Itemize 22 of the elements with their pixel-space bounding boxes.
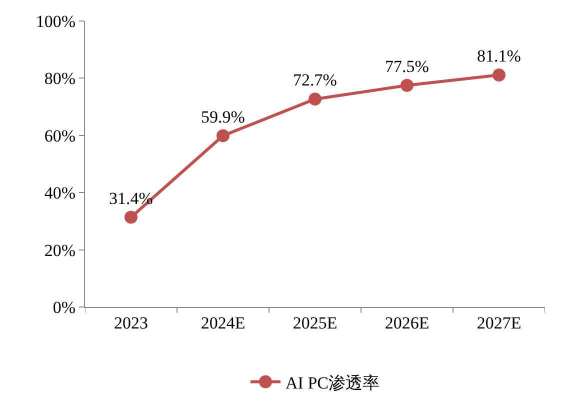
data-label: 31.4% <box>109 188 153 208</box>
point <box>308 92 322 106</box>
point <box>124 210 138 224</box>
y-tick-label: 60% <box>44 126 76 146</box>
data-label: 72.7% <box>293 70 337 90</box>
data-label: 81.1% <box>477 46 521 66</box>
x-tick-label: 2023 <box>114 313 148 332</box>
data-label: 59.9% <box>201 107 245 126</box>
y-tick-label: 80% <box>44 69 76 88</box>
legend-label: AI PC渗透率 <box>286 373 380 392</box>
point <box>216 129 230 142</box>
y-tick-label: 20% <box>44 240 76 260</box>
x-tick-label: 2025E <box>292 313 338 332</box>
y-tick-label: 100% <box>36 12 76 31</box>
x-tick-label: 2027E <box>476 313 522 332</box>
y-tick-label: 0% <box>52 298 76 317</box>
data-label: 77.5% <box>385 56 429 76</box>
point <box>492 68 506 82</box>
x-tick-label: 2024E <box>200 313 246 332</box>
y-tick-label: 40% <box>44 184 76 203</box>
x-tick-label: 2026E <box>384 313 430 332</box>
point <box>400 78 414 92</box>
